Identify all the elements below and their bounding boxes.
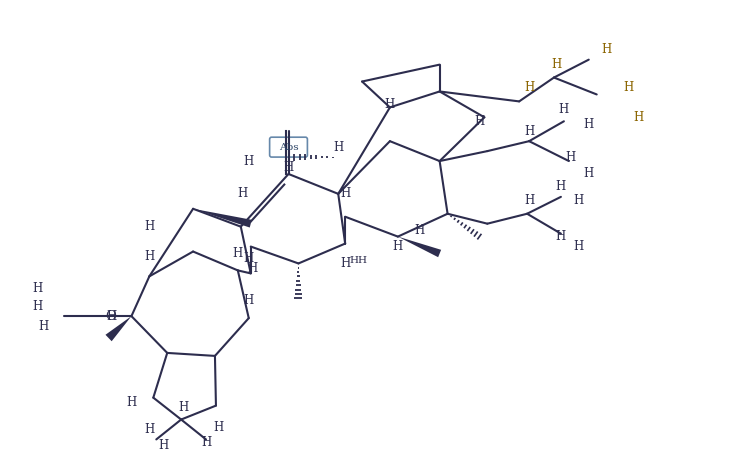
Text: H: H xyxy=(340,188,350,200)
Text: H: H xyxy=(584,118,594,131)
Text: H: H xyxy=(244,154,254,168)
Text: H: H xyxy=(633,111,644,124)
Text: Abs: Abs xyxy=(279,143,298,152)
Text: H: H xyxy=(158,439,169,452)
Text: H: H xyxy=(32,300,42,313)
Text: O: O xyxy=(105,310,116,323)
Text: H: H xyxy=(385,98,395,111)
Polygon shape xyxy=(398,236,441,257)
Text: H: H xyxy=(32,282,42,295)
Text: H: H xyxy=(393,240,403,253)
Text: H: H xyxy=(39,319,49,333)
Polygon shape xyxy=(193,209,252,227)
Text: H: H xyxy=(556,230,566,243)
Text: H: H xyxy=(566,150,576,164)
Text: H: H xyxy=(559,103,569,116)
Text: H: H xyxy=(145,220,154,233)
Text: H: H xyxy=(283,160,294,173)
Polygon shape xyxy=(105,316,132,341)
Text: H: H xyxy=(233,247,243,260)
Text: H: H xyxy=(524,125,534,138)
Text: H: H xyxy=(201,436,211,449)
Text: H: H xyxy=(602,43,611,56)
Text: H: H xyxy=(574,240,584,253)
Text: H: H xyxy=(552,58,562,71)
Text: H: H xyxy=(524,194,534,207)
Text: H: H xyxy=(556,180,566,193)
Text: H: H xyxy=(244,294,254,307)
Text: H: H xyxy=(214,421,224,434)
Text: H: H xyxy=(145,250,154,263)
Text: H: H xyxy=(524,81,534,94)
Text: H: H xyxy=(574,194,584,207)
Text: H: H xyxy=(248,262,258,275)
Text: H: H xyxy=(340,257,350,270)
Text: H: H xyxy=(106,310,117,323)
Text: H: H xyxy=(127,396,136,409)
Text: H: H xyxy=(415,224,425,237)
Text: H: H xyxy=(333,140,343,154)
Text: H: H xyxy=(584,168,594,180)
Text: H: H xyxy=(474,115,484,128)
Text: H: H xyxy=(178,401,188,414)
Text: H: H xyxy=(238,188,248,200)
Text: H: H xyxy=(244,252,254,265)
Text: H: H xyxy=(623,81,633,94)
Text: HH: HH xyxy=(349,256,367,265)
Text: H: H xyxy=(145,423,154,436)
FancyBboxPatch shape xyxy=(270,137,307,157)
